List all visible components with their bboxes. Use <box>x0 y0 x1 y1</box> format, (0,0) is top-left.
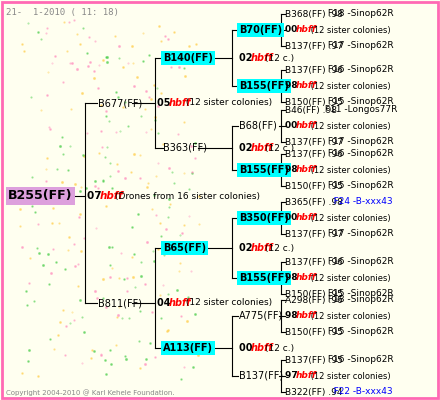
Text: F18 -Sinop62R: F18 -Sinop62R <box>325 10 394 18</box>
Text: B255(FF): B255(FF) <box>8 190 73 202</box>
Text: hbff: hbff <box>250 53 273 63</box>
Text: (12 sister colonies): (12 sister colonies) <box>308 274 391 282</box>
Text: F16 -Sinop62R: F16 -Sinop62R <box>325 258 394 266</box>
Text: (12 sister colonies): (12 sister colonies) <box>183 98 272 108</box>
Text: B155(FF): B155(FF) <box>239 81 289 91</box>
Text: B368(FF) .98: B368(FF) .98 <box>285 10 343 18</box>
Text: hbff: hbff <box>99 191 123 201</box>
Text: B155(FF): B155(FF) <box>239 165 289 175</box>
Text: 98: 98 <box>285 166 301 174</box>
Text: F17 -Sinop62R: F17 -Sinop62R <box>325 42 394 50</box>
Text: 02: 02 <box>239 53 256 63</box>
Text: F18 -Sinop62R: F18 -Sinop62R <box>325 296 394 304</box>
Text: (12 sister colonies): (12 sister colonies) <box>308 166 391 174</box>
Text: B150(FF) .95: B150(FF) .95 <box>285 328 343 336</box>
Text: B46(FF) .98: B46(FF) .98 <box>285 106 337 114</box>
Text: hbff: hbff <box>250 343 273 353</box>
Text: B65(FF): B65(FF) <box>163 243 206 253</box>
Text: B363(FF): B363(FF) <box>163 143 207 153</box>
Text: B150(FF) .95: B150(FF) .95 <box>285 98 343 106</box>
Text: (12 sister colonies): (12 sister colonies) <box>308 372 391 380</box>
Text: F22 -B-xxx43: F22 -B-xxx43 <box>325 388 393 396</box>
Text: F15 -Sinop62R: F15 -Sinop62R <box>325 328 394 336</box>
Text: (Drones from 16 sister colonies): (Drones from 16 sister colonies) <box>115 192 260 200</box>
Text: B150(FF) .95: B150(FF) .95 <box>285 182 343 190</box>
Text: F16 -Sinop62R: F16 -Sinop62R <box>325 150 394 158</box>
Text: F15 -Sinop62R: F15 -Sinop62R <box>325 290 394 298</box>
Text: (12 c.): (12 c.) <box>265 54 294 62</box>
Text: hbff: hbff <box>295 26 316 34</box>
Text: (12 c.): (12 c.) <box>265 144 294 152</box>
Text: B140(FF): B140(FF) <box>163 53 213 63</box>
Text: B677(FF): B677(FF) <box>98 98 142 108</box>
Text: A775(FF): A775(FF) <box>239 311 283 321</box>
Text: hbff: hbff <box>250 143 273 153</box>
Text: A113(FF): A113(FF) <box>163 343 213 353</box>
Text: hbff: hbff <box>295 274 316 282</box>
Text: 05: 05 <box>157 98 174 108</box>
Text: (12 c.): (12 c.) <box>265 244 294 252</box>
Text: B137(FF) .97: B137(FF) .97 <box>285 230 343 238</box>
Text: F16 -Sinop62R: F16 -Sinop62R <box>325 66 394 74</box>
Text: F17 -Sinop62R: F17 -Sinop62R <box>325 138 394 146</box>
Text: B137(FF): B137(FF) <box>239 371 283 381</box>
Text: 97: 97 <box>285 372 301 380</box>
Text: (12 c.): (12 c.) <box>265 344 294 352</box>
Text: B350(FF): B350(FF) <box>239 213 289 223</box>
Text: hbff: hbff <box>250 243 273 253</box>
Text: 98: 98 <box>285 312 301 320</box>
Text: (12 sister colonies): (12 sister colonies) <box>308 82 391 90</box>
Text: 98: 98 <box>285 274 301 282</box>
Text: 00: 00 <box>285 214 300 222</box>
Text: 00: 00 <box>239 343 256 353</box>
Text: 21-  1-2010 ( 11: 18): 21- 1-2010 ( 11: 18) <box>6 8 119 17</box>
Text: 07: 07 <box>87 191 105 201</box>
Text: A298(FF) .96: A298(FF) .96 <box>285 296 342 304</box>
Text: B322(FF) .94: B322(FF) .94 <box>285 388 342 396</box>
Text: hbff: hbff <box>295 312 316 320</box>
Text: B137(FF) .96: B137(FF) .96 <box>285 150 343 158</box>
Text: F16 -Sinop62R: F16 -Sinop62R <box>325 356 394 364</box>
Text: B150(FF) .95: B150(FF) .95 <box>285 290 343 298</box>
Text: B811(FF): B811(FF) <box>98 298 142 308</box>
Text: (12 sister colonies): (12 sister colonies) <box>308 312 391 320</box>
Text: 00: 00 <box>285 122 300 130</box>
Text: B70(FF): B70(FF) <box>239 25 282 35</box>
Text: Copyright 2004-2010 @ Karl Kehele Foundation.: Copyright 2004-2010 @ Karl Kehele Founda… <box>6 389 175 396</box>
Text: B137(FF) .97: B137(FF) .97 <box>285 42 343 50</box>
Text: (12 sister colonies): (12 sister colonies) <box>308 214 391 222</box>
Text: F15 -Sinop62R: F15 -Sinop62R <box>325 98 394 106</box>
Text: 02: 02 <box>239 243 256 253</box>
Text: hbff: hbff <box>295 166 316 174</box>
Text: B137(FF) .96: B137(FF) .96 <box>285 258 343 266</box>
Text: hbff: hbff <box>295 82 316 90</box>
Text: 00: 00 <box>285 26 300 34</box>
Text: hbff: hbff <box>295 214 316 222</box>
Text: (12 sister colonies): (12 sister colonies) <box>308 26 391 34</box>
Text: (12 sister colonies): (12 sister colonies) <box>308 122 391 130</box>
Text: B365(FF) .98: B365(FF) .98 <box>285 198 343 206</box>
Text: 02: 02 <box>239 143 256 153</box>
Text: F15 -Sinop62R: F15 -Sinop62R <box>325 182 394 190</box>
Text: hbff: hbff <box>169 98 191 108</box>
Text: 04: 04 <box>157 298 174 308</box>
Text: B155(FF): B155(FF) <box>239 273 289 283</box>
Text: B68(FF): B68(FF) <box>239 121 277 131</box>
Text: F11 -Longos77R: F11 -Longos77R <box>322 106 397 114</box>
Text: B137(FF) .96: B137(FF) .96 <box>285 66 343 74</box>
Text: F24 -B-xxx43: F24 -B-xxx43 <box>325 198 393 206</box>
Text: F17 -Sinop62R: F17 -Sinop62R <box>325 230 394 238</box>
Text: hbff: hbff <box>295 372 316 380</box>
Text: hbff: hbff <box>295 122 316 130</box>
Text: B137(FF) .97: B137(FF) .97 <box>285 138 343 146</box>
Text: hbff: hbff <box>169 298 191 308</box>
Text: B137(FF) .95: B137(FF) .95 <box>285 356 343 364</box>
Text: (12 sister colonies): (12 sister colonies) <box>183 298 272 308</box>
Text: 98: 98 <box>285 82 301 90</box>
